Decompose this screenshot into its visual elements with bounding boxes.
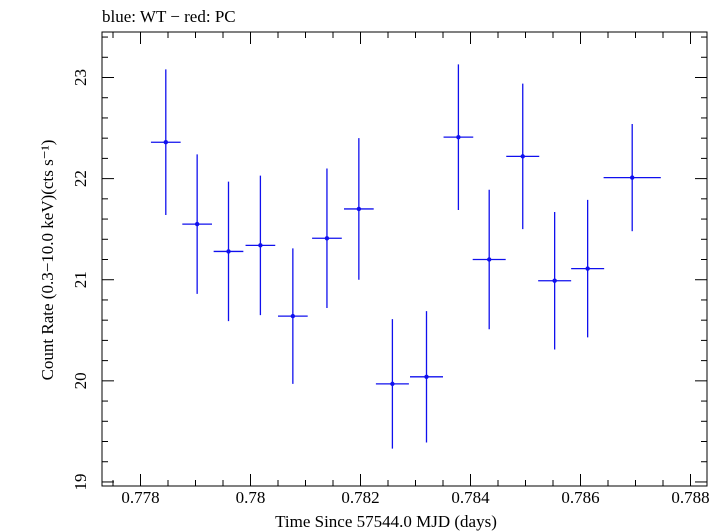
axis-ticks (102, 32, 707, 486)
y-axis-label: Count Rate (0.3−10.0 keV)(cts s⁻¹) (38, 140, 57, 381)
data-marker (630, 175, 635, 180)
x-tick-label: 0.788 (671, 488, 709, 507)
data-marker (163, 140, 168, 145)
x-tick-label: 0.786 (561, 488, 599, 507)
x-tick-label: 0.778 (121, 488, 159, 507)
data-point (571, 199, 605, 338)
data-point (213, 181, 244, 322)
x-tick-labels: 0.778 0.78 0.782 0.784 0.786 0.788 (121, 488, 709, 507)
data-point (182, 154, 212, 294)
x-axis-label: Time Since 57544.0 MJD (days) (275, 512, 497, 531)
data-point (603, 124, 661, 232)
data-point (150, 69, 181, 216)
data-marker (226, 249, 231, 254)
data-marker (290, 313, 296, 319)
data-point (344, 138, 374, 280)
data-marker (424, 374, 429, 379)
data-point (245, 175, 276, 316)
data-marker (324, 236, 330, 241)
data-marker (487, 257, 492, 262)
data-marker (390, 381, 395, 387)
x-tick-label: 0.782 (341, 488, 379, 507)
x-tick-label: 0.784 (451, 488, 490, 507)
y-tick-label: 23 (71, 69, 90, 86)
data-marker (194, 221, 200, 227)
y-tick-label: 22 (71, 170, 90, 187)
data-point (472, 189, 506, 330)
data-point (375, 319, 409, 449)
y-tick-labels: 19 20 21 22 23 (71, 69, 90, 490)
data-marker (456, 134, 461, 140)
x-tick-label: 0.78 (236, 488, 266, 507)
plot-frame (101, 31, 708, 487)
data-point (443, 64, 474, 210)
data-marker (585, 266, 590, 271)
y-tick-label: 19 (71, 473, 90, 490)
data-marker (258, 243, 263, 248)
data-point (410, 311, 443, 443)
data-point (506, 83, 540, 230)
y-tick-label: 20 (71, 372, 90, 389)
data-marker (520, 154, 525, 159)
data-point (312, 168, 342, 309)
data-marker (552, 278, 557, 283)
data-point (278, 248, 308, 384)
y-tick-label: 21 (71, 271, 90, 288)
data-marker (356, 206, 362, 212)
data-points (150, 64, 661, 449)
chart-header-label: blue: WT − red: PC (102, 7, 236, 26)
data-point (538, 211, 572, 350)
